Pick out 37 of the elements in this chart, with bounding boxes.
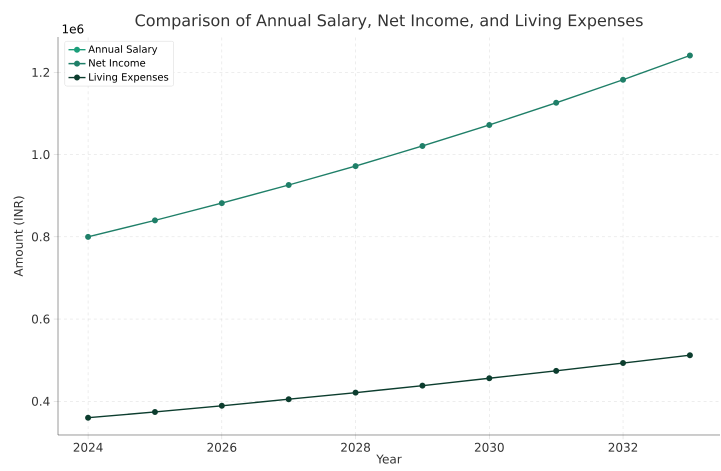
y-tick-label: 1.0 — [32, 150, 50, 160]
point — [352, 163, 359, 170]
point — [218, 200, 225, 206]
point — [352, 390, 359, 396]
point — [620, 360, 626, 366]
point — [85, 414, 92, 421]
point — [218, 402, 225, 409]
point — [286, 182, 292, 188]
point — [686, 352, 693, 358]
point — [486, 375, 492, 382]
x-axis-title: Year — [376, 454, 402, 464]
point — [419, 142, 426, 149]
x-tick-label: 2028 — [341, 442, 370, 452]
x-tick-label: 2030 — [474, 442, 504, 452]
point — [620, 76, 626, 83]
point — [686, 52, 693, 58]
point — [286, 396, 292, 402]
y-tick-label: 0.4 — [32, 396, 50, 406]
point — [419, 382, 426, 389]
point — [85, 234, 92, 240]
text: 1e6 — [62, 24, 84, 34]
point — [152, 408, 158, 415]
legend-label: Living Expenses — [89, 72, 168, 83]
x-tick-label: 2026 — [207, 442, 236, 452]
x-tick-label: 2024 — [74, 442, 103, 452]
point — [486, 122, 492, 128]
y-tick-label: 1.2 — [32, 68, 50, 77]
legend-label: Annual Salary — [88, 45, 158, 55]
legend-label: Net Income — [89, 59, 146, 67]
point — [553, 100, 560, 106]
y-axis-title: Amount (INR) — [14, 196, 24, 276]
y-tick-label: 0.8 — [32, 232, 50, 242]
x-tick-label: 2032 — [608, 442, 638, 452]
y-tick-label: 0.6 — [32, 314, 50, 324]
point — [152, 217, 158, 224]
chart-title: Comparison of Annual Salary, Net Income, and Living Expenses — [135, 14, 643, 30]
point — [553, 368, 560, 374]
